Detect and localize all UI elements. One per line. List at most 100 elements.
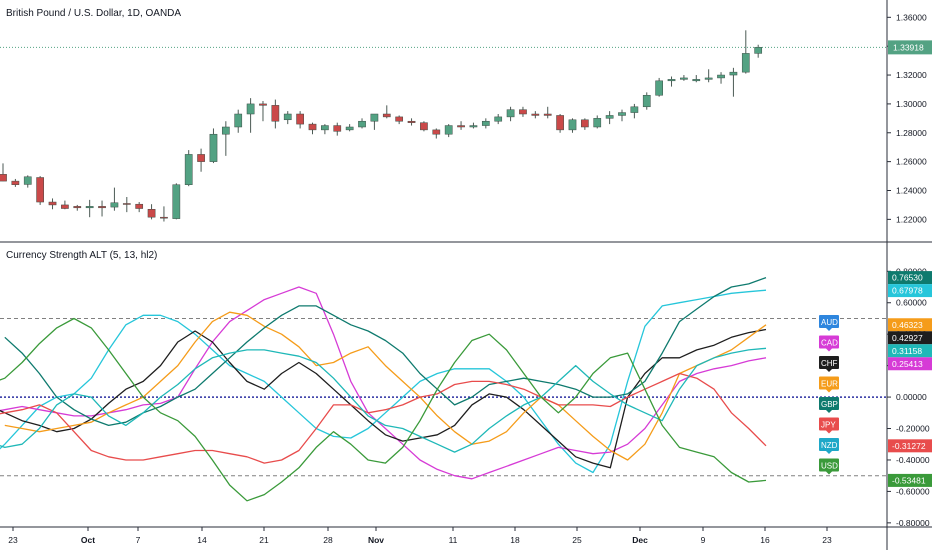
candle[interactable] [593, 115, 602, 129]
candle[interactable] [308, 122, 317, 135]
candle[interactable] [704, 69, 713, 83]
candle[interactable] [48, 198, 57, 210]
candle-body [358, 120, 366, 128]
series-line-usd[interactable] [0, 317, 767, 502]
candle[interactable] [717, 72, 725, 84]
indicator-axis-tick-label: -0.60000 [896, 486, 930, 496]
candle[interactable] [85, 199, 94, 218]
candle[interactable] [110, 187, 119, 211]
candle[interactable] [506, 106, 515, 122]
candle[interactable] [36, 176, 44, 205]
candle[interactable] [531, 111, 540, 119]
legend-badge-aud[interactable]: AUD [819, 315, 839, 331]
series-line-chf[interactable] [0, 328, 767, 469]
candle[interactable] [729, 67, 738, 97]
candle[interactable] [321, 124, 329, 135]
candle[interactable] [61, 200, 69, 210]
candle-body [655, 80, 663, 96]
candle-body [160, 216, 168, 219]
series-line-nzd[interactable] [0, 347, 767, 453]
candle[interactable] [581, 118, 589, 130]
candle[interactable] [221, 121, 230, 156]
candle[interactable] [692, 75, 701, 83]
candle[interactable] [630, 103, 639, 119]
indicator-pane[interactable]: AUD CAD CHF EUR GBP JPY NZD USD [0, 276, 886, 502]
legend-badge-chf[interactable]: CHF [819, 356, 839, 372]
candle-body [110, 202, 119, 208]
candle[interactable] [147, 204, 156, 220]
candle[interactable] [73, 204, 82, 211]
series-line-jpy[interactable] [0, 372, 767, 464]
candle-body [494, 116, 503, 122]
time-axis[interactable]: 23 Oct 7 14 21 28 Nov 11 18 25 Dec 9 16 23 [8, 527, 832, 545]
candle[interactable] [23, 175, 32, 188]
candle[interactable] [333, 122, 342, 136]
candle[interactable] [655, 77, 663, 97]
candle[interactable] [543, 106, 552, 119]
candle[interactable] [234, 109, 243, 133]
candle[interactable] [209, 128, 218, 164]
candle[interactable] [184, 150, 193, 187]
candle[interactable] [407, 118, 416, 126]
time-axis-tick-label: 25 [572, 535, 582, 545]
candle[interactable] [618, 109, 626, 122]
candle[interactable] [420, 121, 428, 132]
candle[interactable] [519, 106, 527, 117]
price-pane[interactable] [0, 30, 886, 222]
candle[interactable] [395, 115, 404, 125]
candle[interactable] [754, 44, 763, 58]
legend-badge-eur[interactable]: EUR [819, 376, 839, 393]
candle[interactable] [296, 111, 304, 129]
time-axis-tick-label: Oct [81, 535, 95, 545]
time-axis-tick-label: 16 [760, 535, 770, 545]
indicator-axis[interactable]: -0.80000 -0.60000 -0.40000 -0.20000 0.00000 0… [887, 266, 932, 528]
price-axis[interactable]: 1.22000 1.24000 1.26000 1.28000 1.30000 1.320… [887, 12, 932, 224]
last-value-tag-jpy [888, 439, 932, 453]
candle[interactable] [0, 163, 7, 182]
candle[interactable] [197, 148, 205, 172]
legend-badge-usd[interactable]: USD [819, 458, 839, 475]
candle-body [692, 79, 701, 82]
candle[interactable] [667, 76, 676, 87]
candle[interactable] [271, 99, 280, 129]
candle[interactable] [345, 124, 354, 132]
price-title: British Pound / U.S. Dollar, 1D, OANDA [6, 8, 181, 19]
candle[interactable] [680, 75, 688, 81]
candle[interactable] [605, 111, 614, 125]
candle[interactable] [259, 101, 267, 122]
candle[interactable] [568, 118, 577, 133]
candle[interactable] [283, 111, 292, 125]
candle[interactable] [135, 202, 144, 213]
price-axis-tick-label: 1.24000 [896, 185, 927, 195]
candle[interactable] [122, 196, 131, 213]
candle[interactable] [172, 183, 181, 220]
candle[interactable] [382, 105, 391, 119]
legend-badge-nzd[interactable]: NZD [819, 438, 839, 454]
candle[interactable] [469, 122, 478, 129]
candle[interactable] [457, 121, 465, 130]
candle[interactable] [370, 113, 379, 130]
candle[interactable] [741, 30, 750, 74]
candle[interactable] [642, 92, 651, 110]
candle[interactable] [246, 98, 255, 133]
candle[interactable] [494, 114, 503, 125]
candle[interactable] [444, 124, 453, 138]
legend-badge-jpy[interactable]: JPY [819, 417, 839, 434]
series-line-gbp[interactable] [4, 276, 767, 427]
candle-body [271, 105, 280, 122]
legend-badge-gbp[interactable]: GBP [819, 397, 839, 413]
series-line-eur[interactable] [4, 311, 767, 461]
candle[interactable] [481, 118, 490, 129]
candle-body [23, 176, 32, 185]
candle[interactable] [432, 128, 441, 139]
time-axis-tick-label: 18 [510, 535, 520, 545]
candle-body [741, 53, 750, 73]
candle[interactable] [160, 206, 168, 222]
candle[interactable] [358, 118, 366, 129]
candle[interactable] [556, 114, 564, 133]
candle[interactable] [11, 178, 20, 187]
legend-badge-pointer [826, 328, 832, 331]
candle[interactable] [98, 200, 106, 217]
legend-badge-cad[interactable]: CAD [819, 335, 839, 352]
